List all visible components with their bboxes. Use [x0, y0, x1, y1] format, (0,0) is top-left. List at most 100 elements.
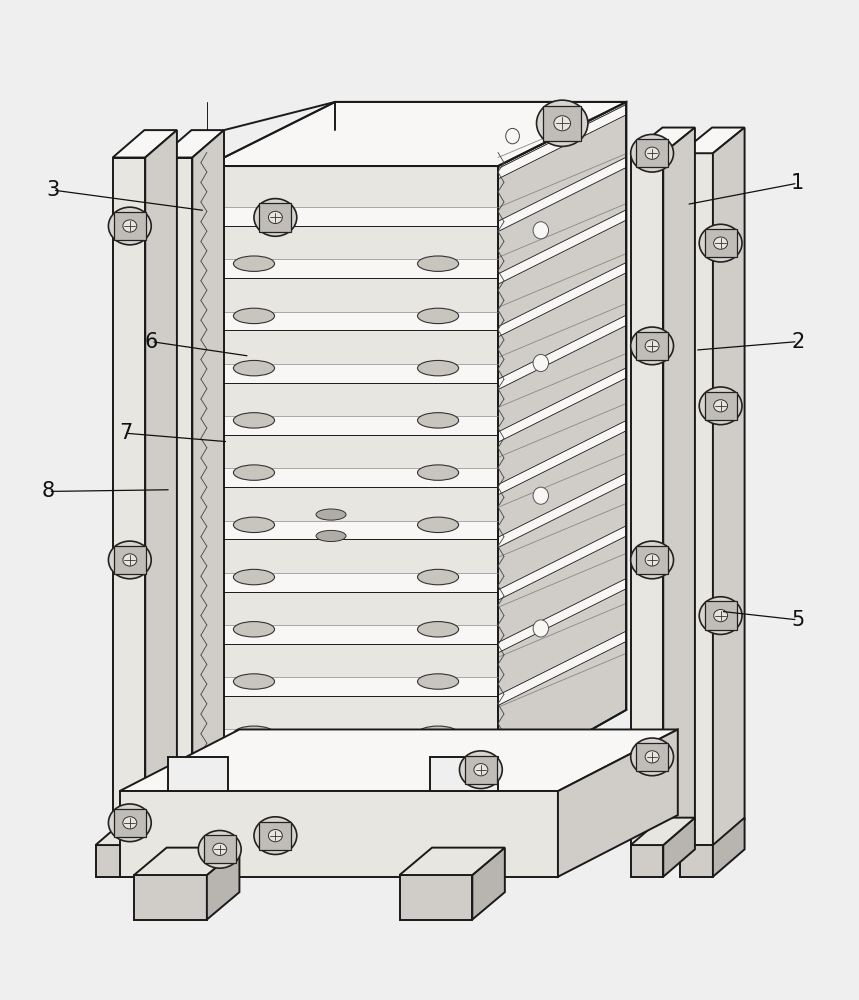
Ellipse shape	[699, 387, 742, 425]
Polygon shape	[636, 743, 668, 771]
Ellipse shape	[417, 622, 459, 637]
Polygon shape	[399, 875, 472, 920]
Polygon shape	[472, 848, 505, 920]
Ellipse shape	[108, 207, 151, 245]
Text: 8: 8	[42, 481, 55, 501]
Polygon shape	[119, 791, 558, 877]
Polygon shape	[631, 818, 695, 845]
Ellipse shape	[417, 360, 459, 376]
Ellipse shape	[699, 224, 742, 262]
Polygon shape	[498, 368, 626, 442]
Ellipse shape	[254, 199, 297, 236]
Polygon shape	[134, 848, 240, 875]
Polygon shape	[192, 818, 224, 877]
Ellipse shape	[417, 256, 459, 271]
Polygon shape	[145, 130, 177, 847]
Ellipse shape	[645, 147, 659, 159]
Polygon shape	[145, 818, 177, 877]
Polygon shape	[498, 420, 626, 495]
Ellipse shape	[316, 530, 346, 542]
Ellipse shape	[631, 134, 673, 172]
Ellipse shape	[699, 597, 742, 634]
Ellipse shape	[714, 609, 728, 622]
Ellipse shape	[234, 622, 275, 637]
Ellipse shape	[533, 620, 549, 637]
Polygon shape	[259, 822, 291, 850]
Text: 3: 3	[46, 180, 59, 200]
Polygon shape	[207, 312, 498, 330]
Polygon shape	[465, 756, 497, 784]
Polygon shape	[704, 601, 737, 630]
Ellipse shape	[645, 340, 659, 352]
Polygon shape	[663, 128, 695, 847]
Polygon shape	[207, 259, 498, 278]
Ellipse shape	[417, 413, 459, 428]
Polygon shape	[207, 364, 498, 383]
Ellipse shape	[417, 726, 459, 741]
Ellipse shape	[631, 738, 673, 776]
Polygon shape	[207, 729, 498, 748]
Ellipse shape	[417, 517, 459, 533]
Ellipse shape	[474, 764, 488, 776]
Polygon shape	[207, 521, 498, 539]
Ellipse shape	[506, 128, 520, 144]
Polygon shape	[113, 158, 145, 847]
Polygon shape	[399, 848, 505, 875]
Ellipse shape	[123, 554, 137, 566]
Ellipse shape	[234, 256, 275, 271]
Polygon shape	[207, 573, 498, 592]
Ellipse shape	[533, 222, 549, 239]
Ellipse shape	[234, 569, 275, 585]
Ellipse shape	[234, 360, 275, 376]
Polygon shape	[207, 102, 626, 166]
Ellipse shape	[234, 517, 275, 533]
Polygon shape	[498, 473, 626, 548]
Polygon shape	[207, 207, 498, 226]
Polygon shape	[713, 128, 745, 847]
Polygon shape	[498, 262, 626, 337]
Polygon shape	[498, 578, 626, 653]
Ellipse shape	[533, 354, 549, 372]
Polygon shape	[207, 677, 498, 696]
Polygon shape	[631, 128, 695, 153]
Ellipse shape	[631, 541, 673, 579]
Polygon shape	[192, 130, 224, 847]
Ellipse shape	[714, 400, 728, 412]
Polygon shape	[713, 818, 745, 877]
Ellipse shape	[417, 465, 459, 480]
Polygon shape	[680, 153, 713, 847]
Ellipse shape	[533, 487, 549, 504]
Ellipse shape	[234, 308, 275, 324]
Polygon shape	[498, 102, 626, 783]
Ellipse shape	[417, 674, 459, 689]
Ellipse shape	[213, 843, 227, 855]
Ellipse shape	[254, 817, 297, 854]
Polygon shape	[680, 845, 713, 877]
Ellipse shape	[631, 327, 673, 365]
Ellipse shape	[460, 751, 503, 789]
Ellipse shape	[108, 541, 151, 579]
Ellipse shape	[108, 804, 151, 842]
Polygon shape	[207, 166, 498, 783]
Polygon shape	[498, 526, 626, 600]
Polygon shape	[160, 158, 192, 847]
Polygon shape	[113, 546, 146, 574]
Text: 7: 7	[119, 423, 132, 443]
Polygon shape	[207, 848, 240, 920]
Polygon shape	[113, 130, 177, 158]
Polygon shape	[498, 315, 626, 390]
Polygon shape	[160, 130, 224, 158]
Polygon shape	[636, 546, 668, 574]
Polygon shape	[680, 128, 745, 153]
Text: 1: 1	[791, 173, 804, 193]
Polygon shape	[543, 106, 582, 141]
Polygon shape	[430, 757, 498, 791]
Ellipse shape	[234, 465, 275, 480]
Polygon shape	[134, 875, 207, 920]
Ellipse shape	[268, 211, 283, 224]
Polygon shape	[558, 729, 678, 877]
Ellipse shape	[316, 509, 346, 520]
Text: 6: 6	[144, 332, 158, 352]
Ellipse shape	[198, 831, 241, 868]
Polygon shape	[498, 631, 626, 705]
